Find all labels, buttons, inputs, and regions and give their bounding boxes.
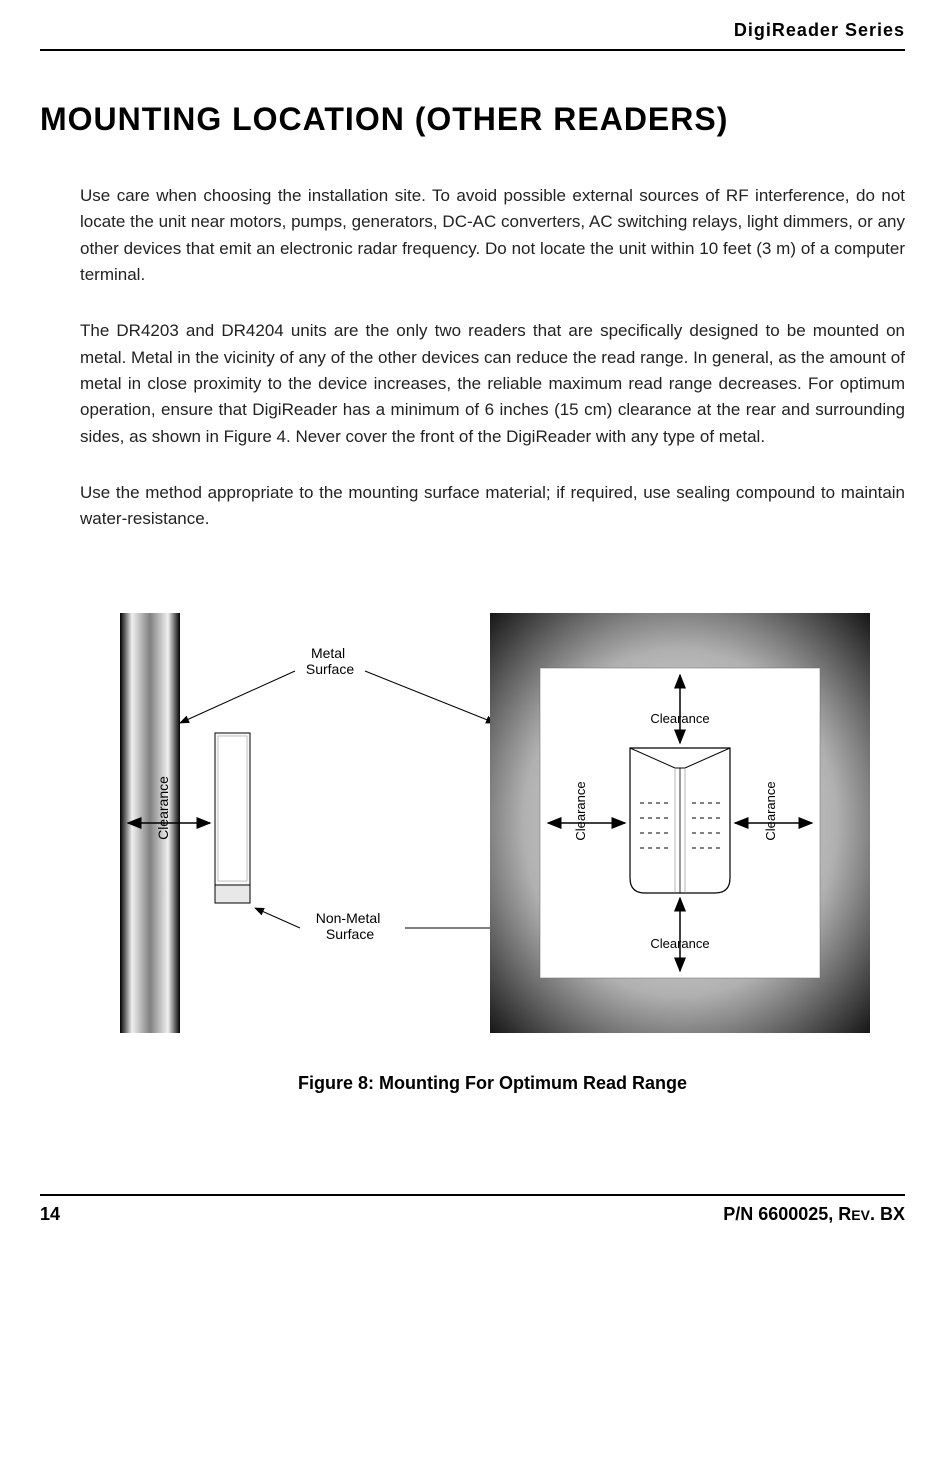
- metal-arrow-left: [180, 671, 295, 723]
- page-title: MOUNTING LOCATION (OTHER READERS): [40, 101, 905, 138]
- metal-arrow-right: [365, 671, 495, 723]
- right-reader-device: [630, 748, 730, 893]
- left-reader-device: [215, 733, 250, 903]
- figure-8: Clearance Metal Surface Non-Metal Surfac…: [120, 613, 865, 1094]
- page-header: DigiReader Series: [40, 20, 905, 51]
- paragraph-3: Use the method appropriate to the mounti…: [80, 480, 905, 533]
- top-clearance-label: Clearance: [650, 711, 709, 726]
- mounting-diagram: Clearance Metal Surface Non-Metal Surfac…: [120, 613, 870, 1033]
- paragraph-2: The DR4203 and DR4204 units are the only…: [80, 318, 905, 450]
- nonmetal-arrow-left: [255, 908, 300, 928]
- footer-page-number: 14: [40, 1204, 60, 1225]
- header-series: DigiReader Series: [734, 20, 905, 40]
- figure-caption: Figure 8: Mounting For Optimum Read Rang…: [120, 1073, 865, 1094]
- bottom-clearance-label: Clearance: [650, 936, 709, 951]
- non-metal-surface-label: Non-Metal Surface: [316, 910, 384, 942]
- right-right-clearance-label: Clearance: [763, 781, 778, 840]
- page-footer: 14 P/N 6600025, REV. BX: [40, 1194, 905, 1225]
- metal-surface-label: Metal Surface: [306, 645, 354, 677]
- right-left-clearance-label: Clearance: [573, 781, 588, 840]
- paragraph-1: Use care when choosing the installation …: [80, 183, 905, 288]
- footer-part-number: P/N 6600025, REV. BX: [723, 1204, 905, 1225]
- left-clearance-label: Clearance: [155, 776, 171, 840]
